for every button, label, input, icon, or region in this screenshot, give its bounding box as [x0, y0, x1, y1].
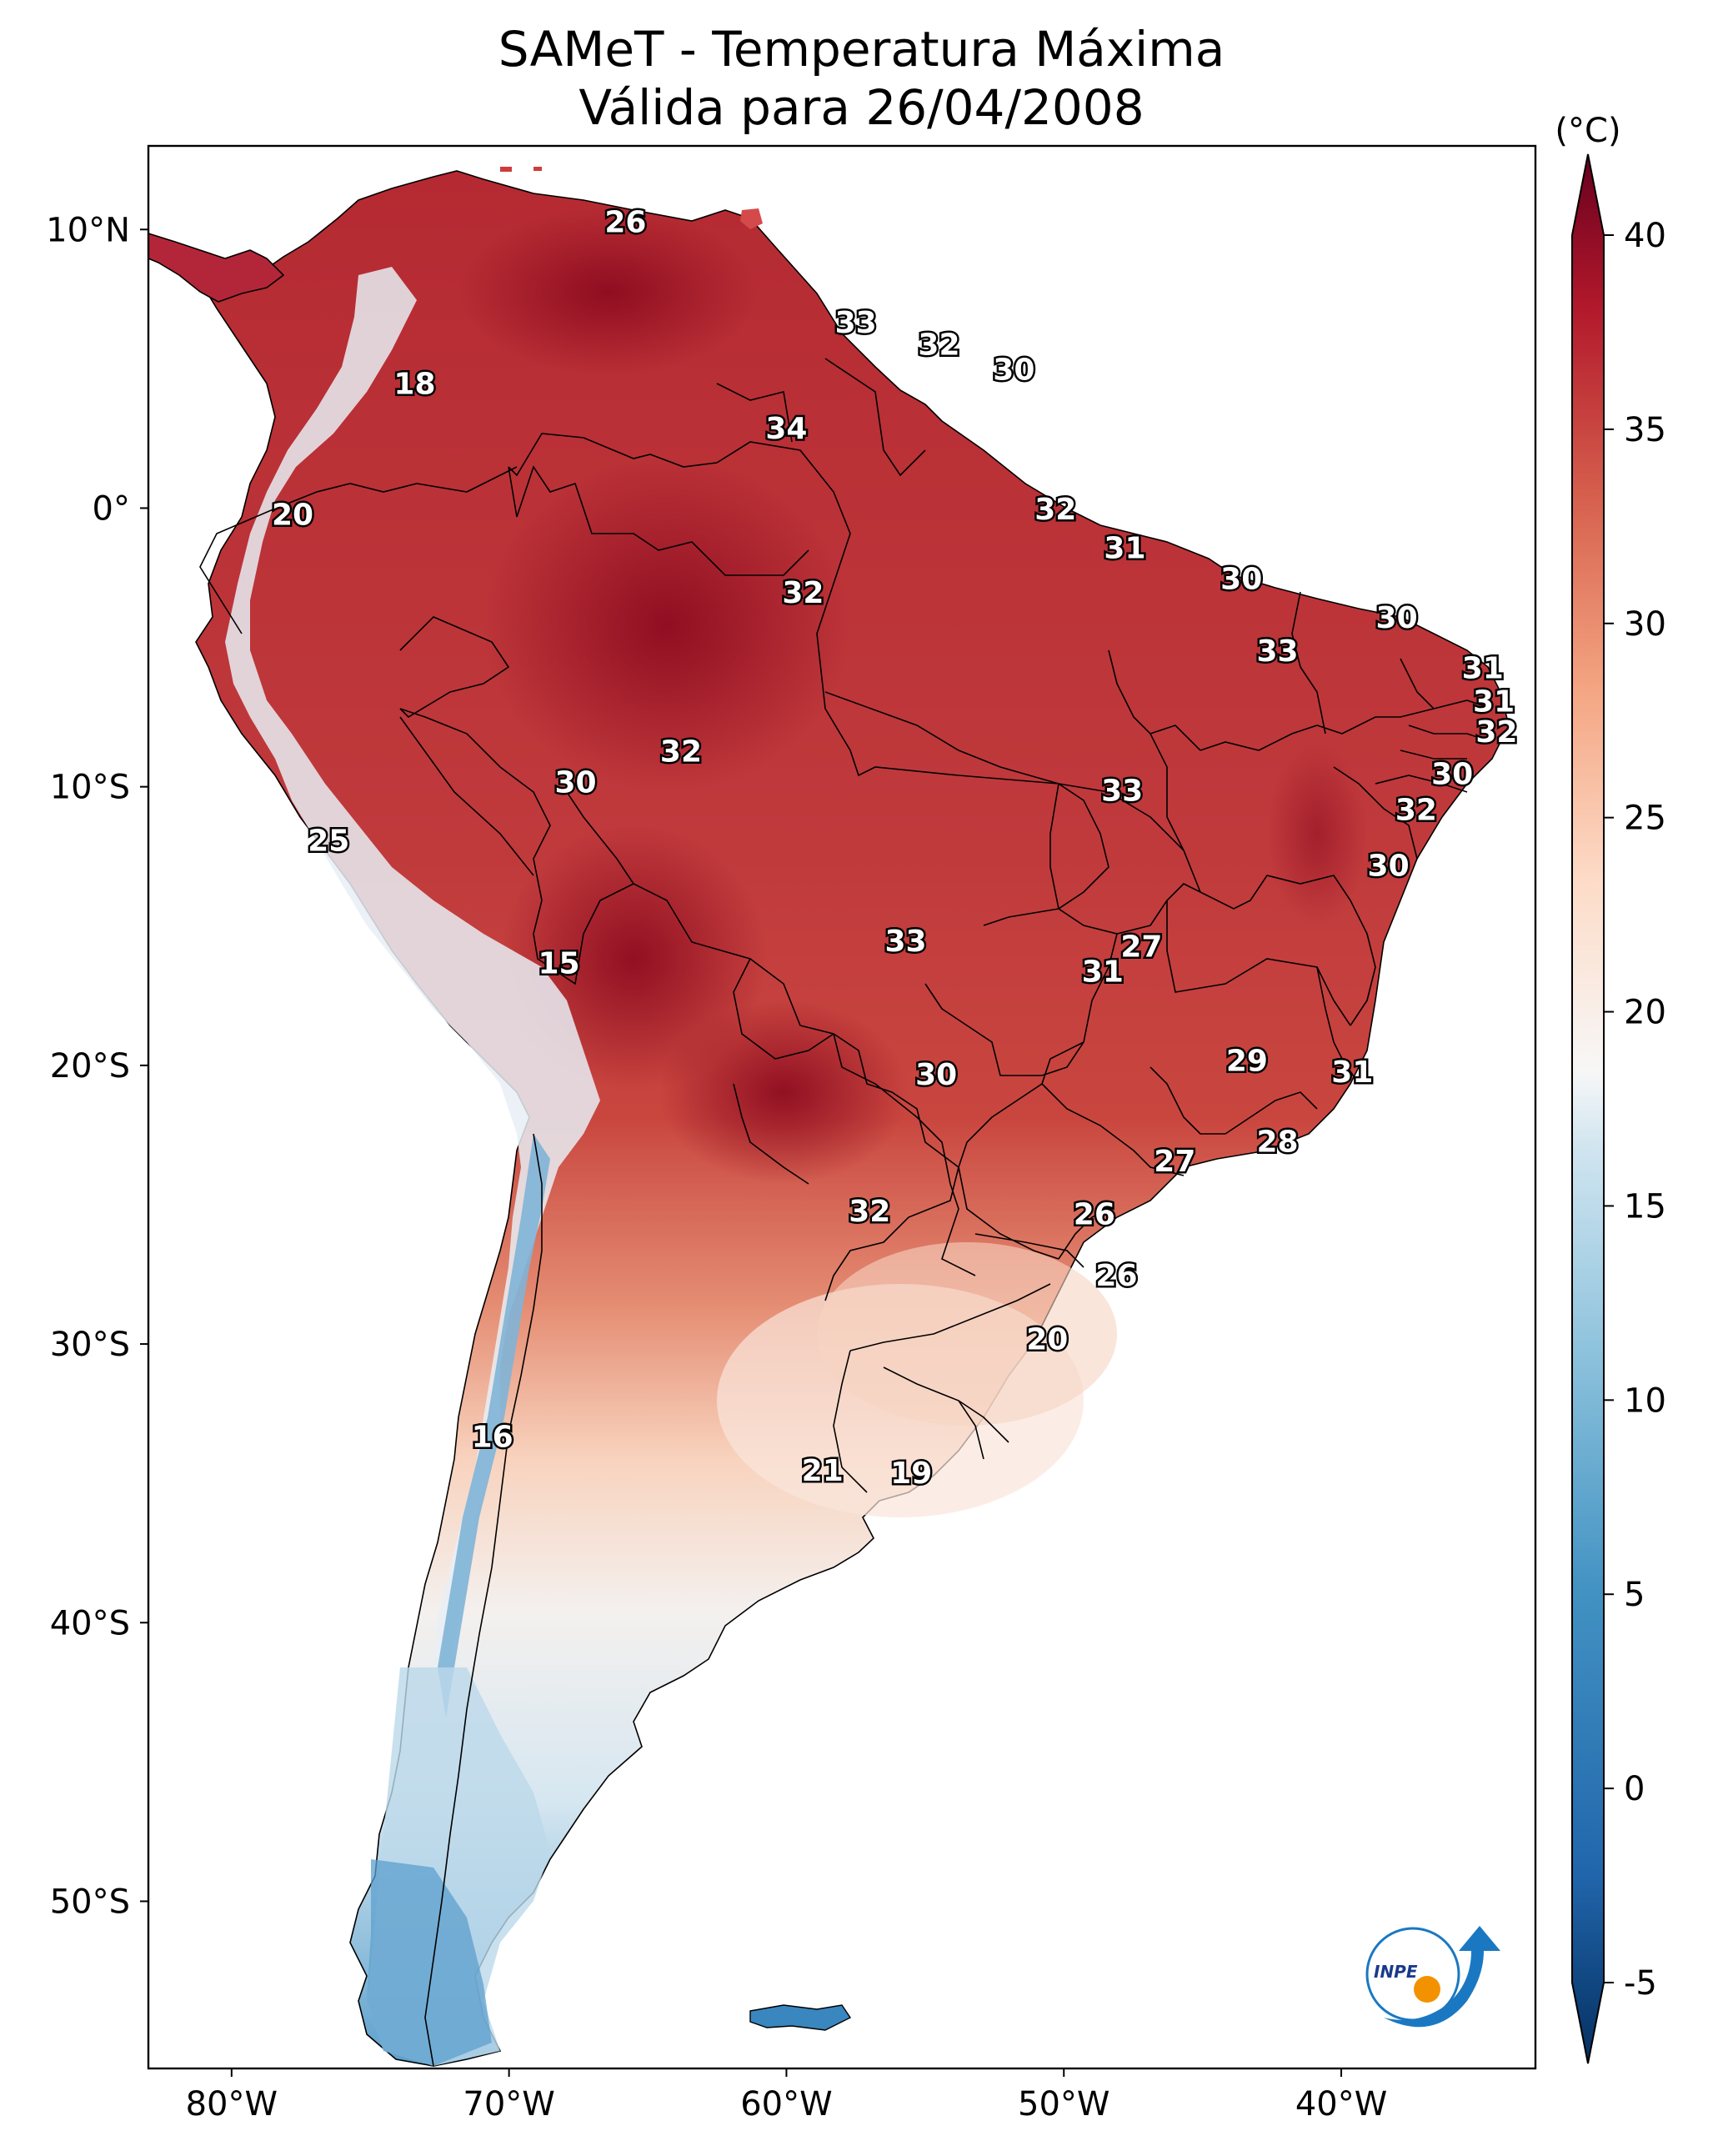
temperature-label: 28 [1256, 1125, 1298, 1159]
patagonia-cold [367, 1859, 492, 2066]
temperature-label: 31 [1473, 684, 1515, 719]
colorbar-tick-label: 5 [1624, 1576, 1645, 1614]
temperature-label: 18 [393, 367, 435, 401]
temperature-label: 32 [782, 576, 824, 610]
temperature-label: 31 [1082, 955, 1124, 990]
temperature-label: 31 [1331, 1055, 1373, 1090]
lat-tick-label: 20°S [50, 1047, 130, 1086]
trinidad [740, 208, 763, 229]
temperature-label: 20 [1026, 1323, 1068, 1357]
andes-blue-ridge [438, 1134, 550, 1717]
temperature-label: 19 [890, 1457, 932, 1491]
temperature-label: 32 [1475, 715, 1517, 750]
temperature-label: 27 [1154, 1145, 1195, 1179]
colorbar-tick-label: 0 [1624, 1770, 1645, 1808]
lat-tick-label: 40°S [50, 1604, 130, 1642]
longitude-axis: 80°W 70°W 60°W 50°W 40°W [186, 2068, 1387, 2123]
lat-tick-label: 50°S [50, 1883, 130, 1921]
temperature-label: 30 [554, 765, 596, 800]
inpe-logo: INPE [1365, 1926, 1500, 2028]
colorbar-ticks: 40 35 30 25 20 15 10 5 0 -5 [1604, 217, 1666, 2003]
temperature-label: 21 [802, 1454, 844, 1488]
map-frame [147, 144, 1537, 2070]
temperature-label: 30 [1431, 757, 1473, 791]
temperature-label: 31 [1462, 651, 1504, 685]
temperature-label: 20 [272, 498, 313, 532]
colorbar-tick-label: 10 [1624, 1381, 1666, 1420]
colorbar-tick-label: 20 [1624, 994, 1666, 1032]
lat-tick-label: 10°S [50, 769, 130, 807]
temperature-label: 33 [1101, 774, 1143, 808]
temperature-label: 32 [849, 1195, 890, 1229]
temperature-label: 30 [993, 353, 1034, 388]
lat-tick-label: 30°S [50, 1326, 130, 1364]
temperature-label: 16 [472, 1421, 513, 1455]
temperature-label: 32 [1395, 794, 1437, 828]
temperature-label: 30 [915, 1058, 957, 1092]
lon-tick-label: 80°W [186, 2085, 278, 2123]
temperature-label: 32 [918, 328, 959, 363]
lon-tick-label: 60°W [740, 2085, 832, 2123]
isthmus-panama [148, 233, 285, 303]
colorbar-unit: (°C) [1555, 112, 1620, 150]
temperature-label: 26 [604, 206, 646, 240]
colorbar-tick-label: 35 [1624, 411, 1666, 449]
political-borders [199, 358, 1493, 2067]
temperature-label: 29 [1226, 1045, 1268, 1079]
temperature-label: 30 [1368, 850, 1410, 884]
temperature-label: 33 [835, 306, 877, 340]
colorbar-body [1571, 153, 1605, 2064]
temperature-label: 33 [884, 925, 926, 959]
latitude-axis: 10°N 0° 10°S 20°S 30°S 40°S 50°S [46, 211, 148, 1921]
falkland-islands [749, 2004, 852, 2031]
lat-tick-label: 0° [93, 489, 130, 528]
temperature-label: 33 [1256, 634, 1298, 669]
temperature-label: 15 [538, 947, 579, 981]
temperature-label: 30 [1220, 562, 1262, 596]
temperature-label: 31 [1104, 532, 1145, 566]
chart-subtitle: Válida para 26/04/2008 [579, 79, 1144, 136]
lon-tick-label: 70°W [463, 2085, 554, 2123]
logo-arrow [1384, 1926, 1500, 2028]
colorbar-tick-label: 30 [1624, 605, 1666, 644]
temperature-label: 26 [1074, 1197, 1115, 1231]
temperature-label: 26 [1095, 1259, 1137, 1293]
colorbar-tick-label: -5 [1624, 1964, 1657, 2003]
temperature-label: 25 [308, 825, 349, 859]
logo-sun [1414, 1976, 1440, 2003]
temperature-label: 32 [1034, 493, 1076, 527]
logo-text: INPE [1374, 1962, 1418, 1982]
colorbar-tick-label: 40 [1624, 217, 1666, 255]
temperature-label: 30 [1376, 601, 1418, 635]
lon-tick-label: 40°W [1295, 2085, 1387, 2123]
temperature-label: 32 [660, 735, 702, 770]
colorbar-tick-label: 25 [1624, 800, 1666, 838]
temperature-label: 34 [765, 412, 807, 446]
lat-tick-label: 10°N [46, 211, 130, 249]
colorbar-tick-label: 15 [1624, 1187, 1666, 1226]
land-field [148, 167, 1510, 2067]
temperature-label: 27 [1120, 930, 1162, 965]
lon-tick-label: 50°W [1018, 2085, 1109, 2123]
colorbar: 40 35 30 25 20 15 10 5 0 -5 (°C) [1555, 112, 1666, 2064]
chart-title: SAMeT - Temperatura Máxima [498, 21, 1225, 78]
